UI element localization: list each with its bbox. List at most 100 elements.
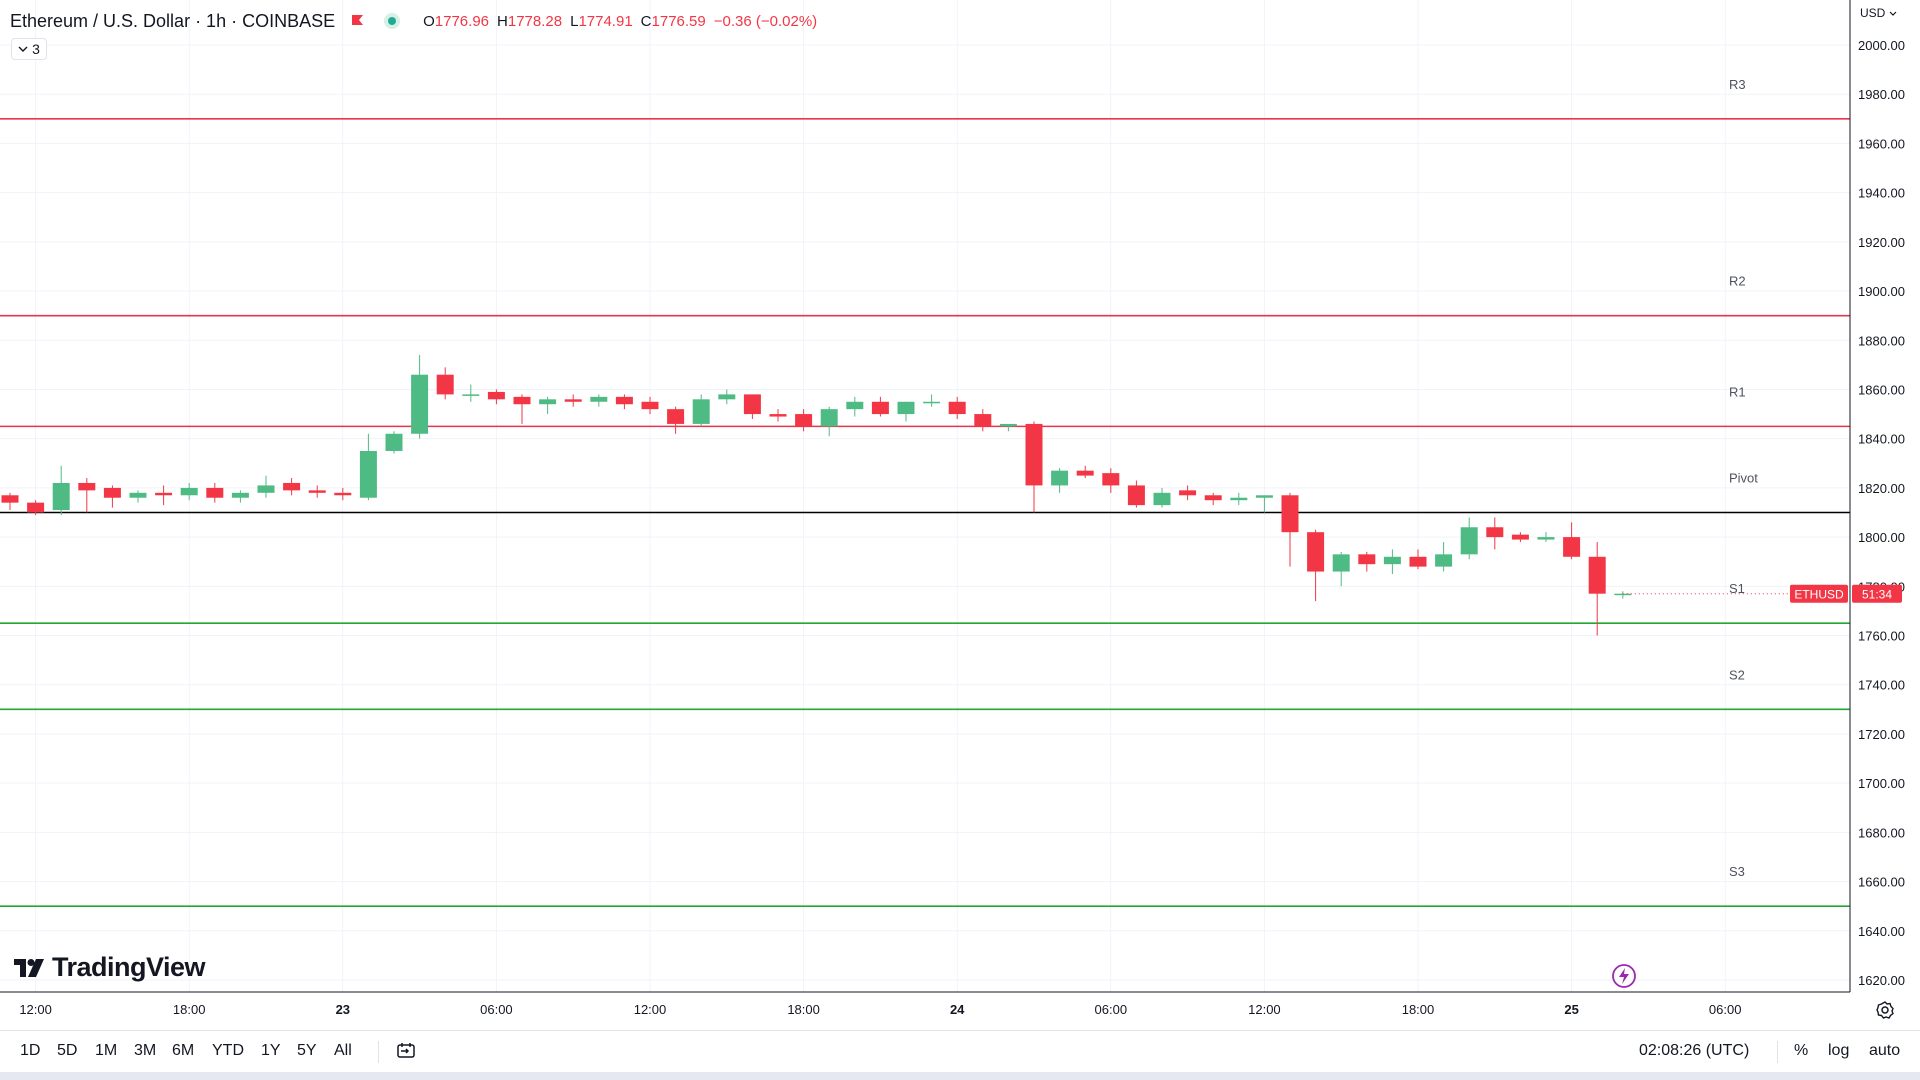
candle-body	[1563, 537, 1581, 557]
candle	[1511, 532, 1529, 543]
candle	[820, 406, 838, 437]
gear-icon[interactable]	[1875, 1000, 1895, 1020]
candle-body	[615, 396, 633, 405]
candle-body	[155, 492, 173, 496]
candle-body	[641, 401, 659, 410]
candle-body	[590, 396, 608, 402]
timeframe-all[interactable]: All	[334, 1042, 352, 1059]
timeframe-1d[interactable]: 1D	[20, 1042, 41, 1059]
candle	[155, 485, 173, 506]
candle	[974, 409, 992, 432]
candle-body	[1537, 537, 1555, 540]
auto-toggle[interactable]: auto	[1869, 1042, 1901, 1059]
candle-body	[1051, 470, 1069, 486]
candle-body	[923, 401, 941, 404]
time-tick-label: 18:00	[787, 1002, 820, 1017]
bottom-strip	[0, 1072, 1920, 1080]
candle-body	[78, 482, 96, 491]
candle	[1563, 522, 1581, 560]
candle-body	[27, 502, 45, 513]
candle-body	[718, 394, 736, 400]
candle	[590, 394, 608, 407]
candle-body	[411, 374, 429, 434]
utc-clock[interactable]: 02:08:26 (UTC)	[1639, 1042, 1750, 1059]
compare-range-icon[interactable]	[396, 1041, 418, 1061]
price-tick-label: 1840.00	[1858, 432, 1905, 447]
timeframe-5y[interactable]: 5Y	[297, 1042, 317, 1059]
candle-body	[334, 492, 352, 496]
timeframe-ytd[interactable]: YTD	[212, 1042, 244, 1059]
low-label: L	[570, 12, 579, 30]
countdown-tag-text: 51:34	[1862, 588, 1892, 602]
candle-body	[462, 394, 480, 396]
candle	[846, 396, 864, 417]
logo-text: TradingView	[52, 952, 206, 982]
candle-body	[974, 414, 992, 427]
candle-body	[359, 450, 377, 498]
candle-body	[257, 485, 275, 493]
timeframe-3m[interactable]: 3M	[134, 1042, 157, 1059]
chevron-down-icon	[1889, 11, 1897, 16]
candle-body	[769, 414, 787, 417]
indicators-toggle-button[interactable]: 3	[11, 38, 47, 60]
candle-body	[103, 487, 121, 498]
currency-selector[interactable]: USD	[1860, 6, 1897, 20]
candle-body	[1358, 554, 1376, 565]
timeframe-1y[interactable]: 1Y	[261, 1042, 281, 1059]
candle	[692, 394, 710, 427]
candle	[308, 485, 326, 498]
candle	[1307, 529, 1325, 602]
symbol-title[interactable]: Ethereum / U.S. Dollar · 1h · COINBASE	[10, 10, 336, 31]
candle	[1358, 551, 1376, 572]
price-tick-label: 1720.00	[1858, 727, 1905, 742]
candle-body	[308, 490, 326, 493]
toolbar-divider	[1777, 1041, 1778, 1063]
price-tick-label: 1700.00	[1858, 776, 1905, 791]
candle-body	[1255, 495, 1273, 498]
candle-body	[846, 401, 864, 410]
candle-body	[1460, 527, 1478, 555]
price-tick-label: 1820.00	[1858, 481, 1905, 496]
candle	[487, 389, 505, 405]
tradingview-logo-icon	[14, 958, 44, 977]
candle-body	[1127, 485, 1145, 506]
price-tick-label: 1920.00	[1858, 235, 1905, 250]
candle	[1537, 532, 1555, 543]
axes: 1620.00 1640.00 1660.00 1680.00 1700.00 1720.…	[0, 0, 1905, 1017]
candle	[999, 423, 1017, 432]
log-toggle[interactable]: log	[1828, 1042, 1850, 1059]
candle	[667, 406, 685, 434]
candle-body	[487, 391, 505, 400]
candle	[1179, 485, 1197, 501]
toolbar-divider	[378, 1041, 379, 1063]
candle	[27, 500, 45, 515]
candle-body	[1332, 554, 1350, 572]
candle-body	[1153, 492, 1171, 506]
flag-icon[interactable]	[349, 13, 365, 29]
timeframe-1m[interactable]: 1M	[95, 1042, 118, 1059]
candle-body	[513, 396, 531, 405]
candle-body	[231, 492, 249, 498]
price-tick-label: 1660.00	[1858, 875, 1905, 890]
time-tick-label: 12:00	[634, 1002, 667, 1017]
candle-body	[180, 487, 198, 496]
candle	[1435, 542, 1453, 572]
lightning-icon[interactable]	[1611, 963, 1637, 989]
candle	[948, 396, 966, 419]
timeframe-6m[interactable]: 6M	[172, 1042, 195, 1059]
timeframe-5d[interactable]: 5D	[57, 1042, 78, 1059]
candle	[1383, 549, 1401, 575]
candle	[257, 475, 275, 498]
candle	[1153, 487, 1171, 508]
level-label-r1: R1	[1729, 384, 1746, 399]
candle-body	[1435, 554, 1453, 567]
time-tick-label: 06:00	[1095, 1002, 1128, 1017]
price-tick-label: 1940.00	[1858, 186, 1905, 201]
candle-body	[1076, 470, 1094, 476]
candle	[180, 482, 198, 501]
level-label-pivot: Pivot	[1729, 471, 1758, 486]
level-label-r2: R2	[1729, 274, 1746, 289]
percent-toggle[interactable]: %	[1794, 1042, 1809, 1059]
time-tick-label: 25	[1564, 1002, 1578, 1017]
